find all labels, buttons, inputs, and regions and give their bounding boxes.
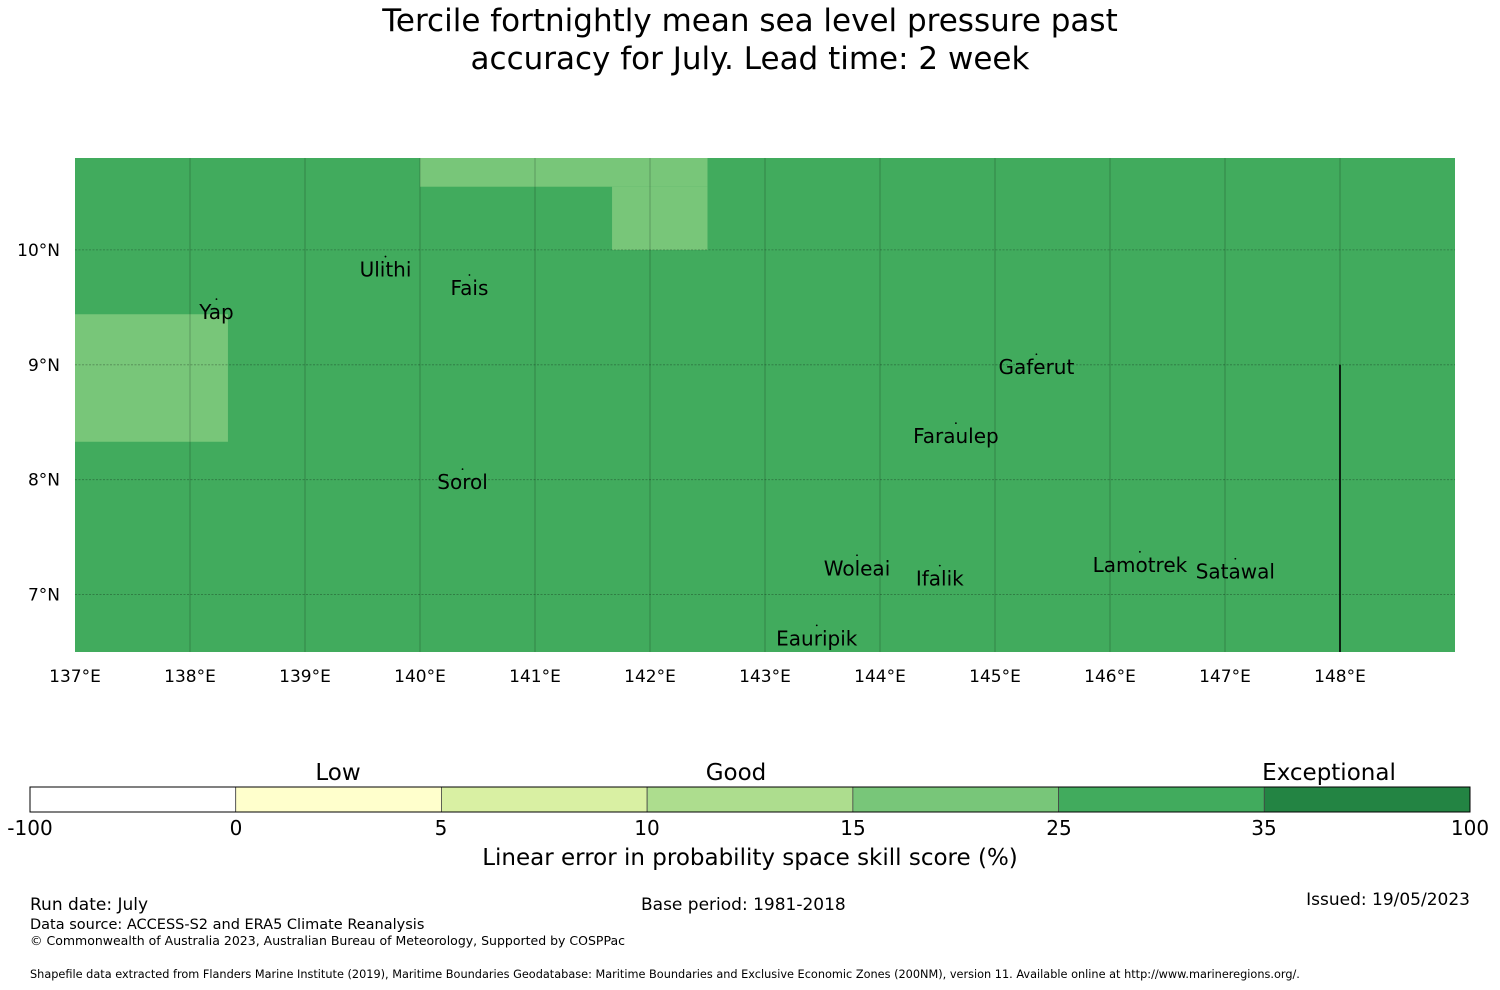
longitude-tick-labels: 137°E 138°E 139°E 140°E 141°E 142°E 143°E 144°E… [49,667,1366,687]
skill-region [612,186,708,250]
longitude-tick-label: 141°E [509,667,561,687]
longitude-tick-label: 137°E [49,667,101,687]
category-label-good: Good [705,760,767,786]
longitude-tick-label: 144°E [854,667,906,687]
island-label: Gaferut [998,355,1074,379]
run-date: Run date: July [30,895,149,915]
colorbar-segment [441,786,648,813]
latitude-tick-label: 9°N [28,356,60,376]
colorbar-tick: 10 [634,816,660,840]
colorbar-title: Linear error in probability space skill … [482,845,1018,871]
latitude-tick-label: 8°N [28,471,60,491]
colorbar-segment [1058,786,1265,813]
colorbar-segment [29,786,237,813]
island-marker [815,624,818,627]
colorbar-tick: 5 [434,816,448,840]
island-marker [1139,550,1141,553]
island-marker [938,564,941,567]
skill-region [75,314,228,442]
island-marker [384,255,387,258]
island-marker [461,468,464,471]
island-marker [856,554,858,557]
island-marker [955,422,957,425]
island-label: Eauripik [776,626,858,650]
colorbar-tick: 35 [1251,816,1277,840]
map-title: Tercile fortnightly mean sea level press… [0,2,1500,78]
colorbar-tick: 25 [1046,816,1072,840]
longitude-tick-label: 146°E [1084,667,1136,687]
longitude-tick-label: 148°E [1314,667,1366,687]
island-marker [215,298,218,300]
colorbar [29,786,1471,813]
colorbar-segment [235,786,442,813]
island-label: Woleai [824,556,891,580]
island-label: Satawal [1196,560,1275,584]
colorbar-segment [1263,786,1471,813]
longitude-tick-label: 140°E [394,667,446,687]
island-label: Fais [450,276,488,300]
island-label: Faraulep [913,424,999,448]
longitude-tick-label: 142°E [624,667,676,687]
shapefile-attribution: Shapefile data extracted from Flanders M… [30,968,1300,981]
island-label: Lamotrek [1093,553,1188,577]
island-marker [1234,557,1237,560]
skill-region [420,158,708,187]
colorbar-tick: 0 [229,816,243,840]
island-marker [1035,353,1038,356]
colorbar-tick: -100 [7,816,53,840]
island-label: Ulithi [360,258,412,282]
title-line-1: Tercile fortnightly mean sea level press… [382,3,1118,39]
data-source: Data source: ACCESS-S2 and ERA5 Climate … [30,917,425,933]
copyright-notice: © Commonwealth of Australia 2023, Austra… [30,933,625,948]
longitude-tick-label: 138°E [164,667,216,687]
island-label: Yap [198,300,233,324]
longitude-tick-label: 145°E [969,667,1021,687]
longitude-tick-label: 147°E [1199,667,1251,687]
issued-date: Issued: 19/05/2023 [1306,890,1470,910]
longitude-tick-label: 139°E [279,667,331,687]
base-period: Base period: 1981-2018 [641,895,846,915]
colorbar-frame [29,786,1471,813]
island-labels: Ulithi Fais Yap Gaferut Faraulep Sorol Woleai I… [198,255,1275,650]
island-label: Sorol [437,470,488,494]
island-label: Ifalik [916,567,964,591]
map-background [75,158,1455,652]
latitude-tick-label: 7°N [28,586,60,606]
colorbar-segment [646,786,854,813]
colorbar-tick: 100 [1450,816,1490,840]
longitude-tick-label: 143°E [739,667,791,687]
category-label-low: Low [315,760,361,786]
category-label-exceptional: Exceptional [1262,760,1396,786]
latitude-tick-label: 10°N [17,241,60,261]
skill-regions [75,158,708,442]
title-line-2: accuracy for July. Lead time: 2 week [470,41,1030,77]
colorbar-segment [852,786,1059,813]
colorbar-tick: 15 [840,816,866,840]
latitude-tick-labels: 10°N 9°N 8°N 7°N [17,241,60,606]
island-marker [468,274,471,276]
